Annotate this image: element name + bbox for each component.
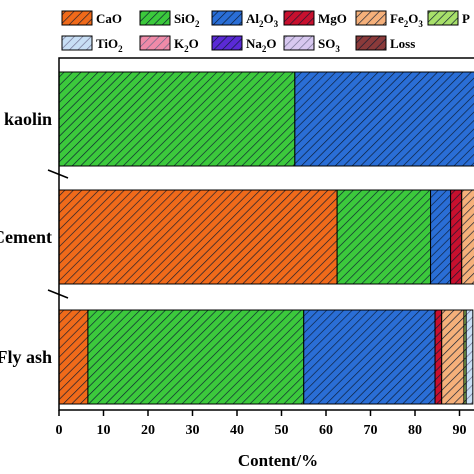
legend-label: CaO — [96, 11, 122, 26]
legend-swatch — [139, 35, 171, 51]
legend-swatch — [61, 35, 93, 51]
legend: CaO SiO2 Al2O3 MgO Fe2O3 P TiO2 K2O Na2O SO3 Loss — [61, 10, 470, 54]
legend-item-fe2o3: Fe2O3 — [355, 10, 423, 29]
x-tick-label: 10 — [97, 423, 111, 438]
category-label: Cement — [0, 227, 52, 247]
bar-segment-fly-ash-tio2 — [465, 309, 474, 405]
x-tick-label: 70 — [364, 423, 378, 438]
legend-label: MgO — [318, 11, 347, 26]
x-tick-label: 20 — [141, 423, 155, 438]
category-label: Fly ash — [0, 347, 52, 367]
legend-swatch — [139, 10, 171, 26]
legend-swatch — [211, 35, 243, 51]
legend-item-al2o3: Al2O3 — [211, 10, 279, 29]
bar-segment-cement-cao — [58, 189, 338, 285]
bar-segment-fly-ash-sio2 — [87, 309, 305, 405]
x-tick-label: 0 — [56, 423, 63, 438]
legend-swatch — [283, 10, 315, 26]
x-tick-label: 40 — [230, 423, 244, 438]
legend-label: SO3 — [318, 36, 340, 54]
bar-segment-cement-mgo — [450, 189, 463, 285]
bar-segment-fly-ash-al2o3 — [303, 309, 436, 405]
bar-segment-cement-sio2 — [336, 189, 432, 285]
legend-label: K2O — [174, 36, 199, 54]
legend-item-na2o: Na2O — [211, 35, 277, 54]
bar-segment-fly-ash-fe2o3 — [441, 309, 465, 405]
bar-segment-fly-ash-mgo — [434, 309, 443, 405]
legend-label: Loss — [390, 36, 415, 51]
bar-segment-kaolin-sio2 — [58, 71, 296, 167]
bar-segment-cement-fe2o3 — [461, 189, 474, 285]
legend-swatch — [211, 10, 243, 26]
legend-item-loss: Loss — [355, 35, 415, 51]
x-tick-label: 60 — [319, 423, 333, 438]
legend-swatch — [283, 35, 315, 51]
bar-segment-cement-al2o3 — [430, 189, 452, 285]
x-tick-label: 50 — [275, 423, 289, 438]
legend-item-so3: SO3 — [283, 35, 340, 54]
x-tick-label: 90 — [453, 423, 467, 438]
legend-item-k2o: K2O — [139, 35, 199, 54]
axis-break-mark — [47, 169, 69, 179]
legend-label: Fe2O3 — [390, 11, 423, 29]
x-axis-title: Content/% — [238, 451, 318, 470]
bar-segment-kaolin-al2o3 — [294, 71, 474, 167]
legend-swatch — [355, 10, 387, 26]
axes: kaolin Cement Fly ash 0 10 20 30 40 50 60 70 80 90 — [0, 57, 474, 438]
axis-break-mark — [47, 289, 69, 299]
legend-item-sio2: SiO2 — [139, 10, 200, 29]
legend-label: P — [462, 11, 470, 26]
legend-swatch — [61, 10, 93, 26]
legend-item-tio2: TiO2 — [61, 35, 123, 54]
legend-item-cao: CaO — [61, 10, 122, 26]
legend-swatch — [427, 10, 459, 26]
legend-label: SiO2 — [174, 11, 200, 29]
bar-segment-fly-ash-cao — [58, 309, 89, 405]
legend-swatch — [355, 35, 387, 51]
legend-label: TiO2 — [96, 36, 123, 54]
category-label: kaolin — [4, 109, 52, 129]
bars — [58, 71, 474, 405]
legend-label: Na2O — [246, 36, 277, 54]
x-tick-label: 30 — [186, 423, 200, 438]
legend-label: Al2O3 — [246, 11, 279, 29]
legend-item-mgo: MgO — [283, 10, 347, 26]
legend-item-p2o5: P — [427, 10, 470, 26]
x-tick-label: 80 — [408, 423, 422, 438]
